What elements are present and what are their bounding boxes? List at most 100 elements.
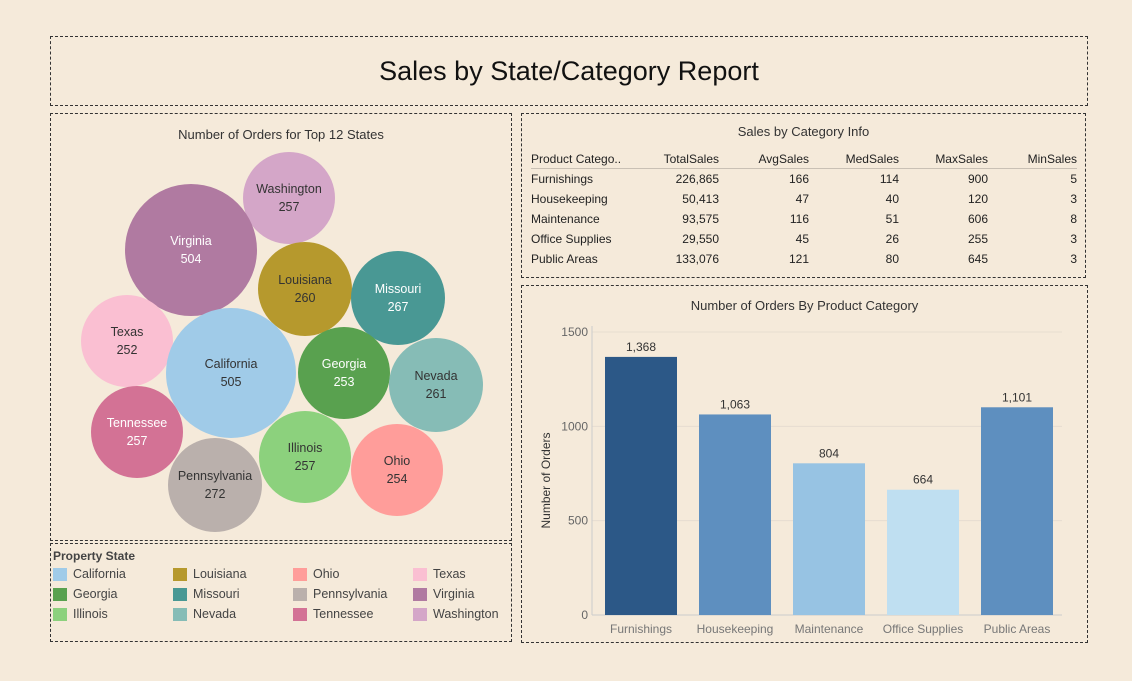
table-cell: 45	[795, 232, 809, 246]
table-cell: 606	[967, 212, 988, 226]
legend-panel: Property State California Louisiana Ohio Te…	[50, 543, 512, 642]
bubble-orders-label: 261	[425, 387, 447, 401]
y-tick-label: 0	[581, 608, 588, 622]
report-title-panel: Sales by State/Category Report	[50, 36, 1088, 106]
table-cell: Furnishings	[531, 172, 594, 186]
bubble-pennsylvania[interactable]: Pennsylvania 272	[168, 438, 262, 532]
report-title: Sales by State/Category Report	[379, 56, 759, 86]
legend-item-ohio[interactable]: Ohio	[293, 566, 339, 582]
category-table: Product Catego.. TotalSales AvgSales MedSal…	[531, 150, 1077, 269]
bubble-washington[interactable]: Washington 257	[243, 152, 335, 244]
legend-swatch	[293, 567, 307, 581]
bar-chart: 0 500 1000 1500 Number of Orders 1,368 Furnish…	[539, 325, 1062, 636]
bubble-orders-label: 504	[180, 252, 202, 266]
legend-swatch	[53, 587, 67, 601]
legend-title: Property State	[53, 549, 136, 563]
column-header[interactable]: MinSales	[988, 150, 1077, 169]
bubble-orders-label: 257	[294, 459, 316, 473]
bar-office-supplies	[887, 489, 959, 615]
table-cell: 8	[1070, 212, 1077, 226]
table-row: Public Areas 133,076 121 80 645 3	[531, 249, 1077, 269]
legend-swatch	[293, 587, 307, 601]
legend-item-georgia[interactable]: Georgia	[53, 586, 117, 602]
category-table-panel: Sales by Category Info Product Catego.. T…	[521, 113, 1086, 278]
legend-label: Virginia	[433, 587, 475, 601]
bubble-state-label: Ohio	[383, 454, 411, 468]
table-cell: 166	[788, 172, 809, 186]
legend-label: Tennessee	[313, 607, 374, 621]
legend-label: Missouri	[193, 587, 240, 601]
table-cell: 645	[967, 252, 988, 266]
legend-label: Nevada	[193, 607, 237, 621]
bar-value-label: 804	[819, 446, 839, 460]
table-header-row: Product Catego.. TotalSales AvgSales MedSal…	[531, 150, 1077, 169]
legend-item-pennsylvania[interactable]: Pennsylvania	[293, 586, 387, 602]
y-axis-label: Number of Orders	[539, 432, 553, 528]
legend-item-texas[interactable]: Texas	[413, 566, 466, 582]
table-cell: 226,865	[675, 172, 719, 186]
table-cell: 900	[967, 172, 988, 186]
bubble-georgia[interactable]: Georgia 253	[298, 327, 390, 419]
bubble-state-label: Illinois	[287, 441, 323, 455]
table-cell: 3	[1070, 232, 1077, 246]
y-tick-label: 1500	[561, 325, 588, 339]
y-tick-label: 500	[568, 514, 588, 528]
x-tick-label: Housekeeping	[697, 622, 774, 636]
bubble-tennessee[interactable]: Tennessee 257	[91, 386, 183, 478]
legend-swatch	[173, 587, 187, 601]
legend-item-virginia[interactable]: Virginia	[413, 586, 474, 602]
legend-item-louisiana[interactable]: Louisiana	[173, 566, 247, 582]
bubble-california[interactable]: California 505	[166, 308, 296, 438]
column-header[interactable]: MedSales	[809, 150, 899, 169]
legend-swatch	[173, 567, 187, 581]
category-table-title: Sales by Category Info	[737, 124, 870, 139]
bar-maintenance	[793, 463, 865, 615]
legend-swatch	[173, 607, 187, 621]
table-cell: 255	[967, 232, 988, 246]
table-cell: 5	[1070, 172, 1077, 186]
column-header[interactable]: MaxSales	[899, 150, 988, 169]
bubble-missouri[interactable]: Missouri 267	[351, 251, 445, 345]
x-tick-label: Public Areas	[984, 622, 1051, 636]
legend-item-california[interactable]: California	[53, 566, 126, 582]
table-cell: 93,575	[682, 212, 719, 226]
bubble-virginia[interactable]: Virginia 504	[125, 184, 257, 316]
bar-value-label: 664	[913, 473, 933, 487]
bubble-orders-label: 257	[278, 200, 300, 214]
bubble-orders-label: 267	[387, 300, 409, 314]
legend-item-illinois[interactable]: Illinois	[53, 606, 108, 622]
bar-housekeeping	[699, 414, 771, 615]
bubble-louisiana[interactable]: Louisiana 260	[258, 242, 352, 336]
legend-item-tennessee[interactable]: Tennessee	[293, 606, 373, 622]
bubble-nevada[interactable]: Nevada 261	[389, 338, 483, 432]
column-header[interactable]: Product Catego..	[531, 150, 629, 169]
legend-swatch	[413, 607, 427, 621]
table-cell: 51	[885, 212, 899, 226]
bar-value-label: 1,101	[1002, 390, 1032, 404]
legend-label: Illinois	[73, 607, 108, 621]
legend-label: Washington	[433, 607, 499, 621]
legend-swatch	[413, 587, 427, 601]
bubble-illinois[interactable]: Illinois 257	[259, 411, 351, 503]
bubble-ohio[interactable]: Ohio 254	[351, 424, 443, 516]
legend-label: Texas	[433, 567, 466, 581]
bubble-chart-title: Number of Orders for Top 12 States	[178, 127, 384, 142]
legend-item-washington[interactable]: Washington	[413, 606, 499, 622]
bubble-chart-panel: Number of Orders for Top 12 States Washi…	[50, 113, 512, 541]
column-header[interactable]: AvgSales	[719, 150, 809, 169]
table-cell: 116	[789, 212, 809, 226]
bubble-orders-label: 260	[294, 291, 316, 305]
legend-item-missouri[interactable]: Missouri	[173, 586, 240, 602]
table-cell: 3	[1070, 252, 1077, 266]
legend-swatch	[53, 607, 67, 621]
bubble-state-label: Nevada	[414, 369, 458, 383]
column-header[interactable]: TotalSales	[629, 150, 719, 169]
bubble-texas[interactable]: Texas 252	[81, 295, 173, 387]
legend-item-nevada[interactable]: Nevada	[173, 606, 236, 622]
bubble-orders-label: 272	[204, 487, 226, 501]
legend-swatch	[293, 607, 307, 621]
legend-label: California	[73, 567, 126, 581]
bubble-state-label: Texas	[110, 325, 144, 339]
table-row: Office Supplies 29,550 45 26 255 3	[531, 229, 1077, 249]
bubble-orders-label: 254	[386, 472, 408, 486]
